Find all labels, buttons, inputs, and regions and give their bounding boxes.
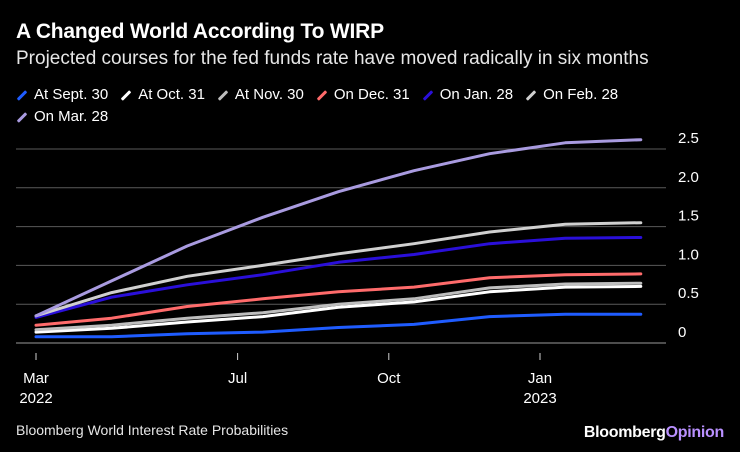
source-note: Bloomberg World Interest Rate Probabilit… (16, 422, 289, 438)
legend-label: On Feb. 28 (543, 86, 619, 103)
y-tick-label: 2.0 (678, 169, 699, 186)
x-tick-year-label: 2022 (19, 390, 52, 407)
legend-item-at-sept-30: At Sept. 30 (16, 84, 108, 106)
y-tick-label: 1.0 (678, 246, 699, 263)
chart-subtitle: Projected courses for the fed funds rate… (16, 48, 649, 69)
x-tick-year-label: 2023 (523, 390, 556, 407)
series-line-on-jan-28 (34, 236, 643, 319)
x-tick-label: Oct (377, 370, 401, 387)
series-line-on-mar-28 (34, 138, 643, 318)
series-line-on-feb-28 (34, 221, 643, 318)
y-axis-ticks: 2.5 2.0 1.5 1.0 0.5 0 (678, 130, 699, 341)
brand-part1: Bloomberg (583, 424, 666, 441)
series-line-at-oct-31 (34, 284, 643, 334)
chart-title: A Changed World According To WIRP (16, 20, 384, 43)
legend-item-on-jan-28: On Jan. 28 (422, 84, 513, 106)
series-lines (34, 138, 643, 339)
legend-label: On Dec. 31 (333, 86, 410, 103)
y-tick-label: 1.5 (678, 208, 699, 225)
y-tick-label: 0.5 (678, 285, 699, 302)
x-tick-label: Mar (23, 370, 49, 387)
series-line-at-sept-30 (34, 312, 643, 339)
y-tick-label: 2.5 (678, 130, 699, 147)
brand-part2: Opinion (665, 424, 725, 441)
legend-label: On Jan. 28 (439, 86, 514, 103)
y-tick-label: 0 (678, 324, 686, 341)
legend-item-on-mar-28: On Mar. 28 (16, 106, 108, 128)
series-line-on-dec-31 (34, 272, 643, 327)
brand-logo: BloombergOpinion (584, 424, 724, 442)
series-line-at-nov-30 (34, 281, 643, 332)
x-tick-label: Jan (528, 370, 552, 387)
legend-label: At Sept. 30 (34, 86, 109, 103)
legend-item-at-oct-31: At Oct. 31 (120, 84, 205, 106)
x-tick-label: Jul (228, 370, 247, 387)
legend-item-on-feb-28: On Feb. 28 (525, 84, 618, 106)
legend-item-at-nov-30: At Nov. 30 (217, 84, 304, 106)
legend-item-on-dec-31: On Dec. 31 (316, 84, 410, 106)
chart-legend: At Sept. 30 At Oct. 31 At Nov. 30 On Dec. 3… (16, 84, 716, 128)
legend-label: On Mar. 28 (34, 108, 109, 125)
legend-label: At Oct. 31 (138, 86, 205, 103)
legend-label: At Nov. 30 (234, 86, 304, 103)
x-axis-ticks: Mar 2022 Jul Oct Jan 2023 (19, 353, 557, 407)
